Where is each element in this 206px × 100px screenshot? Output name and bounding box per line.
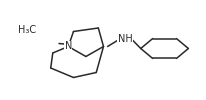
Text: H₃C: H₃C <box>18 25 36 35</box>
Text: N: N <box>64 41 72 51</box>
Text: NH: NH <box>117 34 132 44</box>
